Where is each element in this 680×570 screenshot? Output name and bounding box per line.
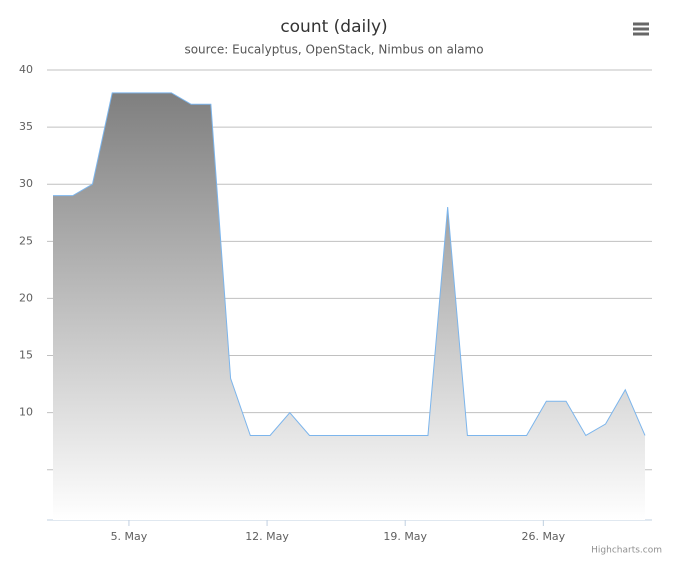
area-fill: [53, 92, 645, 520]
chart-subtitle: source: Eucalyptus, OpenStack, Nimbus on…: [184, 43, 483, 57]
x-tick-label: 26. May: [521, 530, 565, 543]
area-line: [53, 92, 646, 437]
x-tick-label: 19. May: [383, 530, 427, 543]
y-tick-label: 10: [19, 406, 33, 419]
x-tick-label: 12. May: [245, 530, 289, 543]
y-tick-label: 15: [19, 349, 33, 362]
credits[interactable]: Highcharts.com: [591, 546, 662, 556]
y-tick-label: 20: [19, 291, 33, 304]
y-tick-label: 30: [19, 177, 33, 190]
y-tick-label: 25: [19, 234, 33, 247]
menu-button[interactable]: [627, 16, 655, 42]
x-tick-label: 5. May: [111, 530, 148, 543]
chart-title: count (daily): [280, 17, 387, 37]
y-tick-label: 35: [19, 120, 33, 133]
y-tick-label: 40: [19, 63, 33, 76]
